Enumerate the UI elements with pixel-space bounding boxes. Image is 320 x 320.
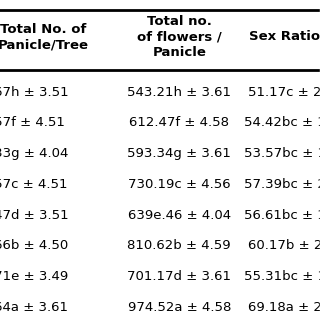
- Text: 54.42bc ± 1: 54.42bc ± 1: [244, 116, 320, 129]
- Text: 543.21h ± 3.61: 543.21h ± 3.61: [127, 86, 231, 99]
- Text: 60.17b ± 2: 60.17b ± 2: [248, 239, 320, 252]
- Text: Total no.
of flowers /
Panicle: Total no. of flowers / Panicle: [137, 15, 221, 59]
- Text: Sex Ratio: Sex Ratio: [249, 30, 320, 43]
- Text: 56.61bc ± 1: 56.61bc ± 1: [244, 209, 320, 221]
- Text: .57c ± 4.51: .57c ± 4.51: [0, 178, 68, 191]
- Text: .33g ± 4.04: .33g ± 4.04: [0, 147, 69, 160]
- Text: .71e ± 3.49: .71e ± 3.49: [0, 270, 69, 283]
- Text: .67h ± 3.51: .67h ± 3.51: [0, 86, 69, 99]
- Text: 57.39bc ± 2: 57.39bc ± 2: [244, 178, 320, 191]
- Text: 55.31bc ± 1: 55.31bc ± 1: [244, 270, 320, 283]
- Text: Total No. of
Panicle/Tree: Total No. of Panicle/Tree: [0, 22, 89, 51]
- Text: .47d ± 3.51: .47d ± 3.51: [0, 209, 69, 221]
- Text: .64a ± 3.61: .64a ± 3.61: [0, 301, 68, 314]
- Text: .57f ± 4.51: .57f ± 4.51: [0, 116, 65, 129]
- Text: 69.18a ± 2: 69.18a ± 2: [248, 301, 320, 314]
- Text: 639e.46 ± 4.04: 639e.46 ± 4.04: [128, 209, 231, 221]
- Text: 51.17c ± 2: 51.17c ± 2: [248, 86, 320, 99]
- Text: 612.47f ± 4.58: 612.47f ± 4.58: [129, 116, 229, 129]
- Text: .66b ± 4.50: .66b ± 4.50: [0, 239, 69, 252]
- Text: 974.52a ± 4.58: 974.52a ± 4.58: [127, 301, 231, 314]
- Text: 701.17d ± 3.61: 701.17d ± 3.61: [127, 270, 231, 283]
- Text: 730.19c ± 4.56: 730.19c ± 4.56: [128, 178, 230, 191]
- Text: 810.62b ± 4.59: 810.62b ± 4.59: [127, 239, 231, 252]
- Text: 53.57bc ± 1: 53.57bc ± 1: [244, 147, 320, 160]
- Text: 593.34g ± 3.61: 593.34g ± 3.61: [127, 147, 231, 160]
